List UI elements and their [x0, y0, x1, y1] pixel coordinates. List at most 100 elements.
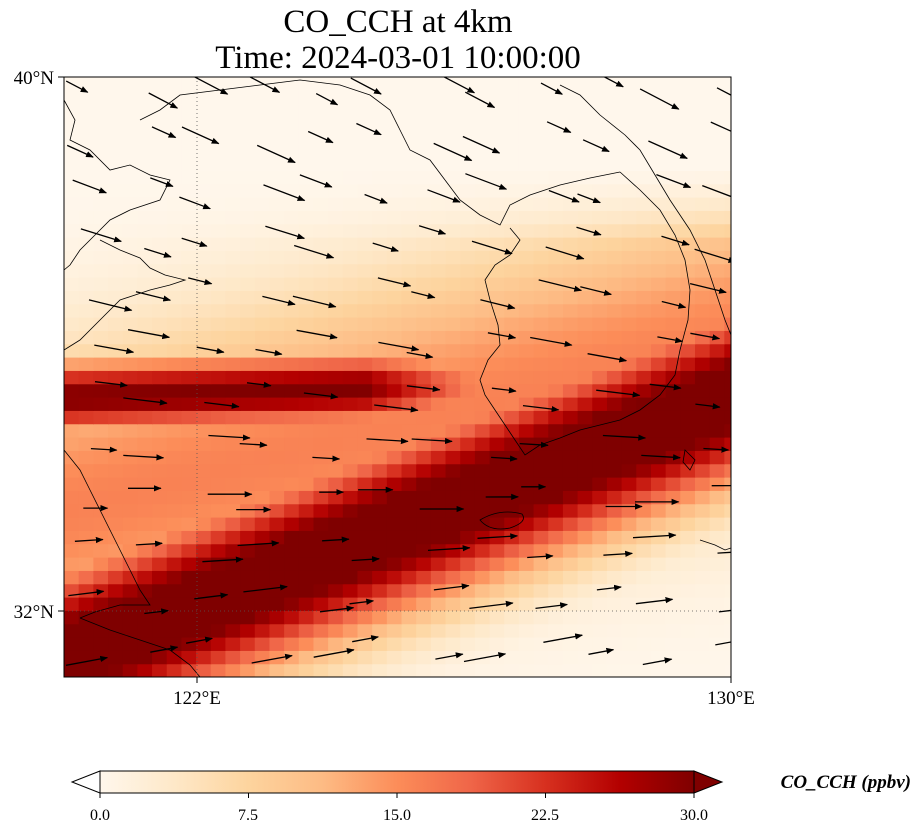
- field-cell: [137, 90, 153, 105]
- wind-arrow: [72, 179, 108, 194]
- field-cell: [152, 183, 168, 198]
- field-cell: [460, 597, 476, 611]
- lat-tick-40n: 40°N: [14, 68, 55, 89]
- field-cell: [328, 223, 344, 238]
- field-cell: [225, 663, 241, 677]
- field-cell: [122, 663, 138, 677]
- field-cell: [650, 130, 667, 145]
- field-cell: [562, 610, 579, 625]
- wind-arrow: [256, 144, 296, 164]
- field-cell: [254, 357, 271, 371]
- field-cell: [342, 183, 359, 198]
- field-cell: [489, 130, 505, 145]
- field-cell: [108, 263, 124, 278]
- field-cell: [313, 583, 329, 598]
- wind-arrow: [378, 341, 420, 352]
- field-cell: [196, 583, 212, 598]
- field-cell: [577, 637, 593, 651]
- field-cell: [386, 503, 403, 518]
- field-cell: [636, 543, 652, 558]
- field-cell: [489, 597, 505, 611]
- field-cell: [372, 423, 388, 438]
- field-cell: [313, 170, 329, 185]
- field-cell: [680, 463, 696, 478]
- field-cell: [665, 623, 681, 638]
- field-cell: [489, 503, 505, 518]
- field-cell: [225, 637, 241, 651]
- field-cell: [606, 557, 623, 571]
- field-cell: [357, 197, 373, 211]
- field-cell: [694, 170, 711, 185]
- field-cell: [64, 610, 80, 625]
- field-cell: [592, 277, 608, 291]
- field-cell: [460, 610, 476, 625]
- field-cell: [592, 437, 608, 451]
- field-cell: [240, 423, 256, 438]
- field-cell: [313, 343, 329, 358]
- field-cell: [680, 117, 696, 131]
- field-cell: [621, 637, 637, 651]
- field-cell: [166, 103, 182, 118]
- field-cell: [694, 583, 711, 598]
- field-cell: [694, 410, 711, 425]
- wind-arrow: [522, 404, 560, 413]
- field-cell: [533, 637, 549, 651]
- field-cell: [694, 223, 711, 238]
- field-cell: [64, 237, 80, 251]
- field-cell: [240, 330, 256, 345]
- field-cell: [474, 530, 491, 545]
- field-cell: [636, 303, 652, 318]
- field-cell: [401, 210, 417, 225]
- field-cell: [430, 277, 447, 291]
- field-cell: [577, 463, 593, 478]
- field-cell: [709, 210, 725, 225]
- field-cell: [64, 490, 80, 505]
- field-cell: [254, 490, 271, 505]
- field-cell: [401, 543, 417, 558]
- field-cell: [724, 370, 731, 385]
- field-cell: [166, 410, 182, 425]
- field-cell: [694, 570, 711, 585]
- field-cell: [533, 130, 549, 145]
- wind-arrow: [480, 299, 516, 310]
- field-cell: [533, 423, 549, 438]
- field-cell: [372, 303, 388, 318]
- field-cell: [93, 210, 109, 225]
- field-cell: [298, 250, 315, 265]
- field-cell: [650, 103, 667, 118]
- field-cell: [709, 103, 725, 118]
- field-cell: [665, 90, 681, 105]
- field-cell: [137, 597, 153, 611]
- field-cell: [445, 490, 461, 505]
- field-cell: [489, 117, 505, 131]
- field-cell: [518, 450, 535, 465]
- field-cell: [210, 610, 227, 625]
- field-cell: [577, 197, 593, 211]
- field-cell: [386, 663, 403, 677]
- field-cell: [636, 517, 652, 531]
- field-cell: [372, 77, 388, 91]
- field-cell: [64, 543, 80, 558]
- field-cell: [665, 663, 681, 677]
- field-cell: [328, 183, 344, 198]
- field-cell: [372, 570, 388, 585]
- field-cell: [401, 450, 417, 465]
- field-cell: [254, 477, 271, 491]
- field-cell: [489, 263, 505, 278]
- field-cell: [269, 197, 285, 211]
- field-cell: [636, 77, 652, 91]
- field-cell: [313, 637, 329, 651]
- field-cell: [372, 463, 388, 478]
- wind-arrow: [477, 533, 519, 540]
- wind-arrow: [519, 441, 549, 448]
- field-cell: [621, 543, 637, 558]
- wind-arrow: [237, 540, 280, 547]
- field-cell: [724, 597, 731, 611]
- field-cell: [680, 197, 696, 211]
- lon-tick-122e: 122°E: [173, 688, 221, 709]
- field-cell: [152, 623, 168, 638]
- field-cell: [342, 197, 359, 211]
- field-cell: [562, 290, 579, 305]
- field-cell: [489, 663, 505, 677]
- field-cell: [401, 637, 417, 651]
